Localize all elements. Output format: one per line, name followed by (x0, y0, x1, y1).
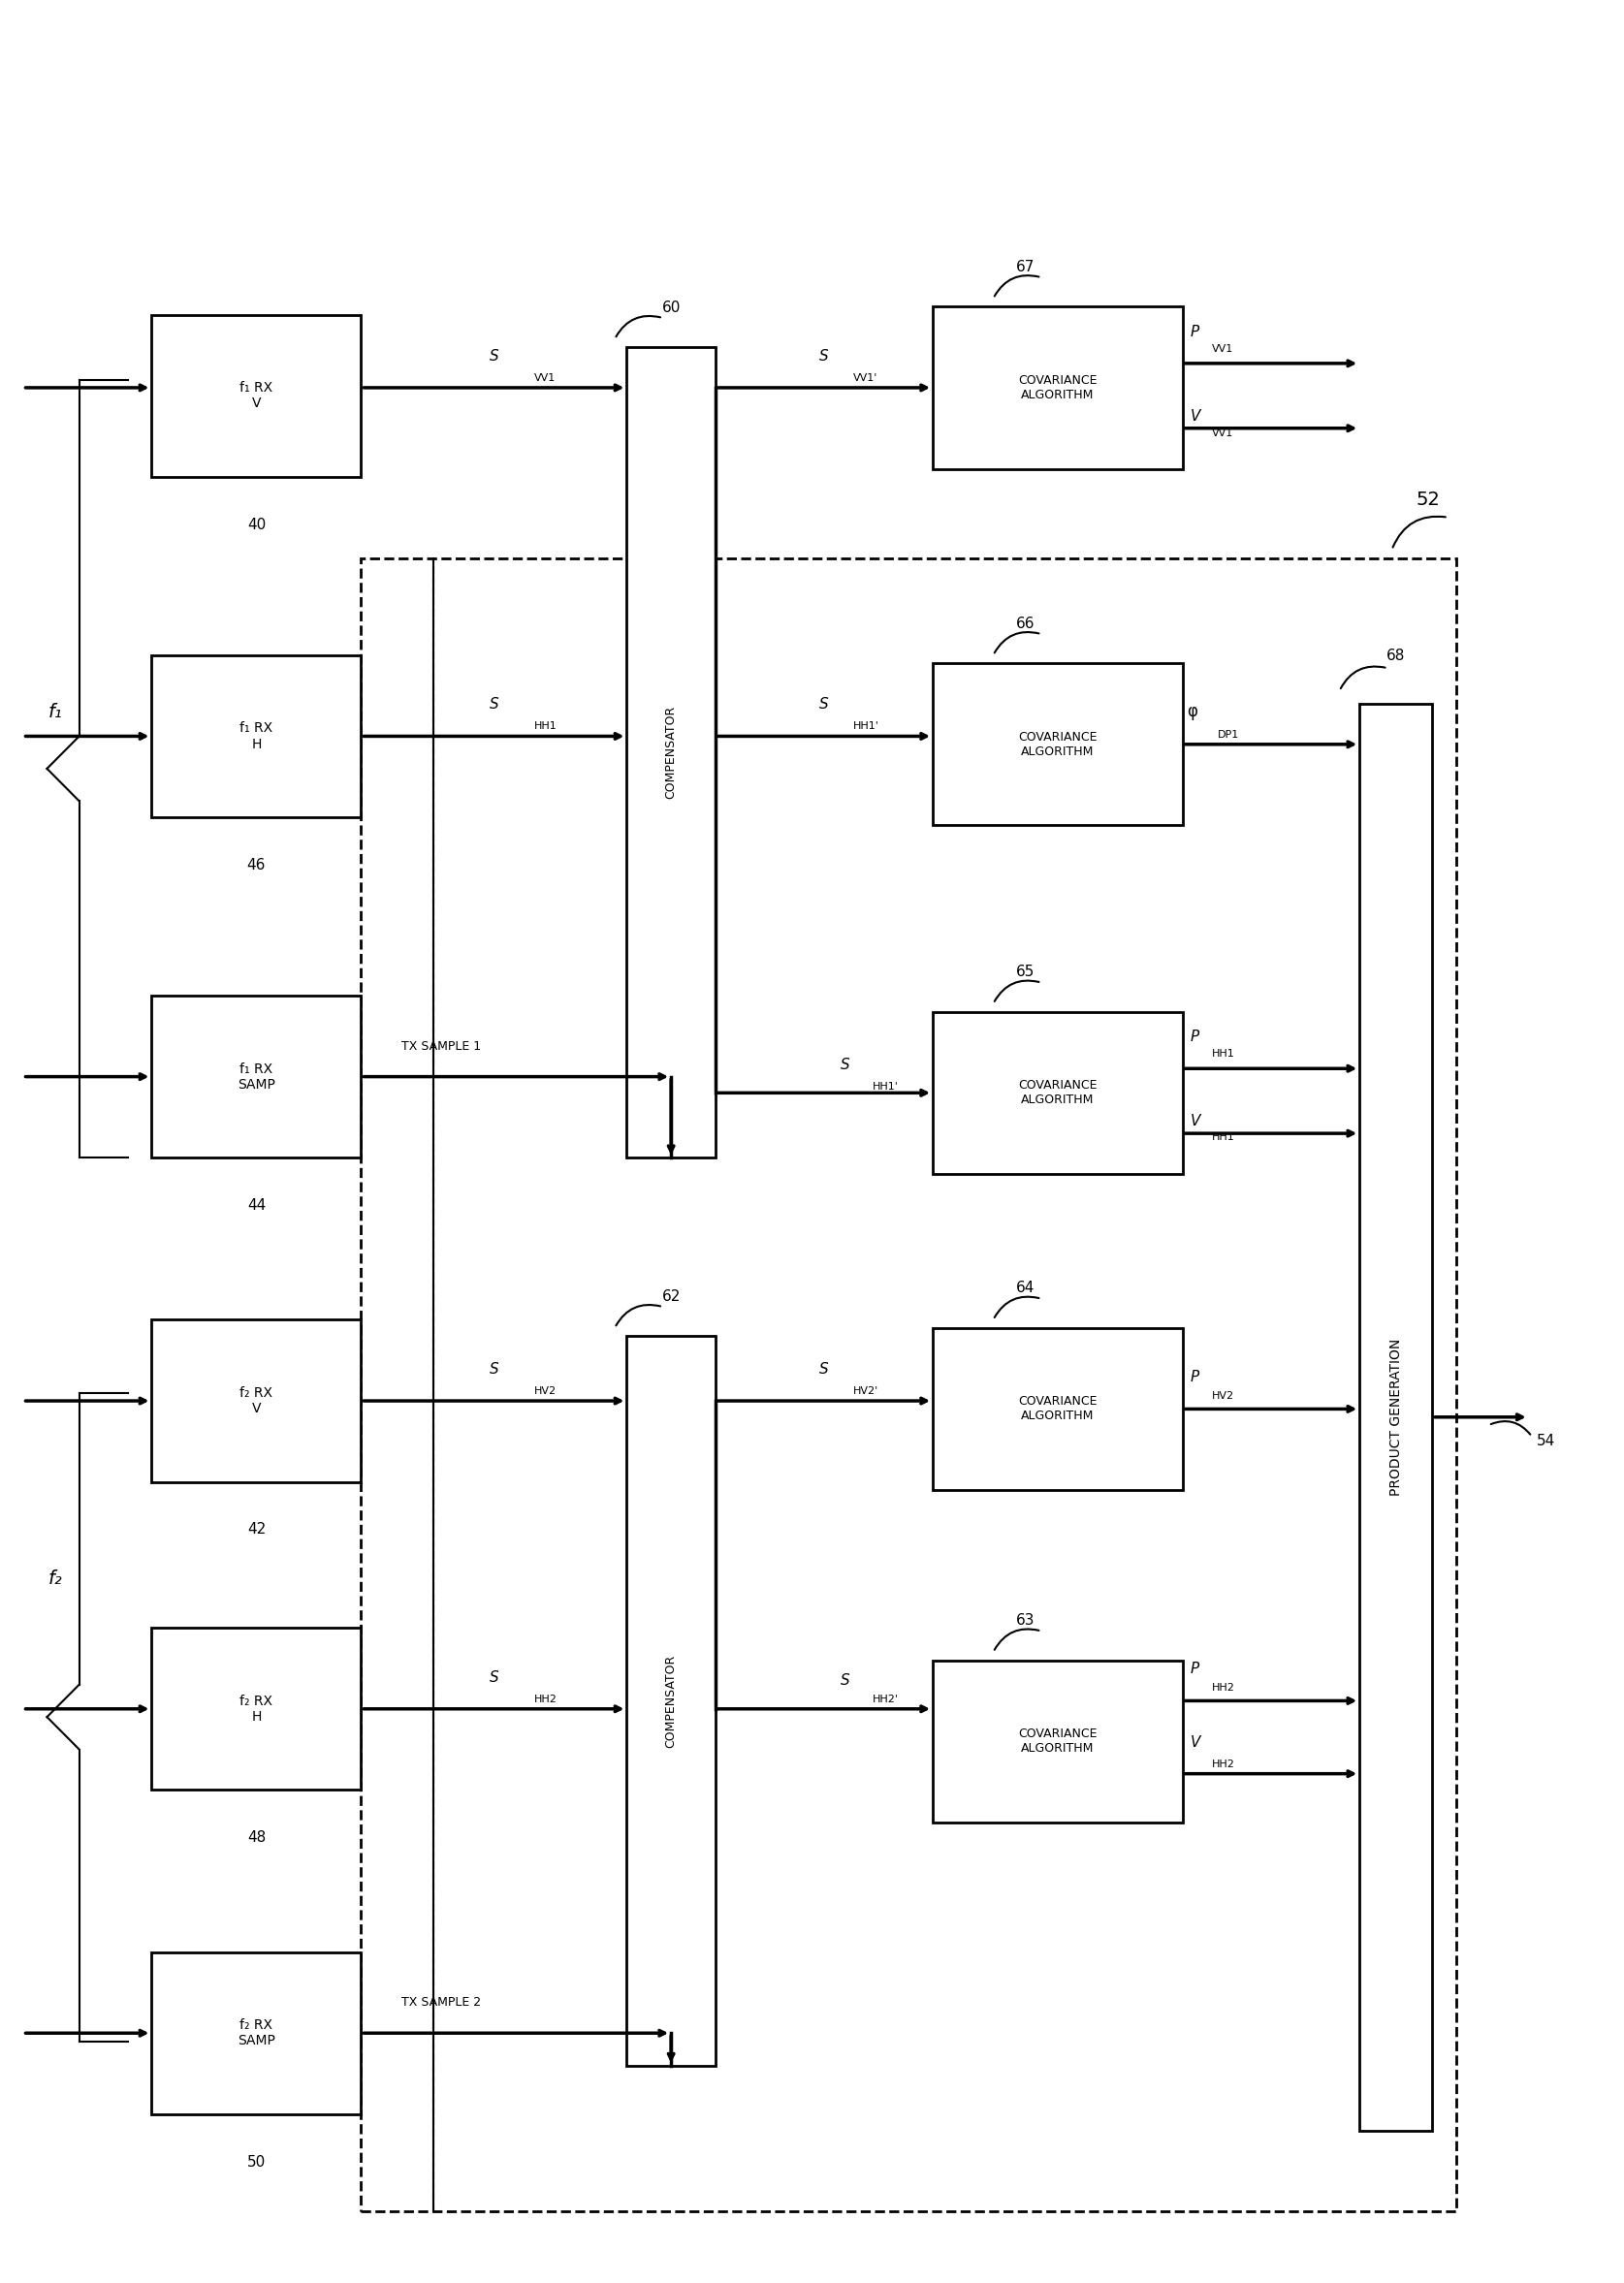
Text: HH2: HH2 (1212, 1683, 1234, 1692)
Text: TX SAMPLE 1: TX SAMPLE 1 (401, 1039, 481, 1052)
Text: COVARIANCE
ALGORITHM: COVARIANCE ALGORITHM (1018, 1728, 1098, 1756)
Text: P: P (1190, 1662, 1200, 1676)
Text: COVARIANCE
ALGORITHM: COVARIANCE ALGORITHM (1018, 731, 1098, 758)
Text: HV2': HV2' (853, 1386, 879, 1395)
Text: HH2': HH2' (872, 1694, 898, 1703)
Text: V: V (1190, 1114, 1200, 1128)
Text: VV1: VV1 (1212, 345, 1233, 354)
Text: COVARIANCE
ALGORITHM: COVARIANCE ALGORITHM (1018, 1395, 1098, 1422)
FancyBboxPatch shape (151, 1628, 361, 1790)
Text: f₁ RX
V: f₁ RX V (240, 381, 273, 411)
Text: 54: 54 (1536, 1434, 1556, 1450)
Text: PRODUCT GENERATION: PRODUCT GENERATION (1389, 1338, 1403, 1495)
Text: 63: 63 (1017, 1614, 1034, 1628)
Text: S: S (489, 696, 499, 712)
Text: S: S (820, 349, 828, 363)
Text: φ: φ (1187, 703, 1199, 719)
FancyBboxPatch shape (1359, 703, 1432, 2130)
Text: 42: 42 (247, 1523, 266, 1536)
Text: S: S (820, 696, 828, 712)
Text: f₁: f₁ (47, 703, 62, 721)
Text: 48: 48 (247, 1831, 266, 1845)
Text: 60: 60 (661, 299, 680, 315)
Text: HH2: HH2 (1212, 1760, 1234, 1769)
Text: 52: 52 (1416, 491, 1440, 509)
Text: f₂ RX
H: f₂ RX H (240, 1694, 273, 1724)
Text: 64: 64 (1017, 1281, 1034, 1294)
Text: HH1: HH1 (534, 721, 557, 731)
Text: P: P (1190, 1370, 1200, 1386)
Text: S: S (820, 1363, 828, 1377)
Text: DP1: DP1 (1218, 731, 1239, 740)
Text: S: S (840, 1057, 849, 1071)
Text: TX SAMPLE 2: TX SAMPLE 2 (401, 1995, 481, 2009)
FancyBboxPatch shape (151, 315, 361, 477)
Text: HH1: HH1 (1212, 1132, 1234, 1142)
FancyBboxPatch shape (932, 1329, 1182, 1491)
FancyBboxPatch shape (932, 306, 1182, 468)
Text: HH1': HH1' (872, 1082, 898, 1091)
Text: 68: 68 (1387, 648, 1405, 664)
Text: COVARIANCE
ALGORITHM: COVARIANCE ALGORITHM (1018, 1080, 1098, 1107)
Text: V: V (1190, 409, 1200, 422)
Text: HH1: HH1 (1212, 1050, 1234, 1059)
FancyBboxPatch shape (932, 1011, 1182, 1173)
Text: HV2: HV2 (1212, 1390, 1234, 1402)
Text: VV1': VV1' (853, 372, 877, 384)
FancyBboxPatch shape (627, 347, 715, 1157)
Text: S: S (489, 1363, 499, 1377)
Text: S: S (489, 1671, 499, 1685)
Text: S: S (489, 349, 499, 363)
Text: VV1: VV1 (534, 372, 555, 384)
Text: COMPENSATOR: COMPENSATOR (664, 1655, 677, 1746)
Text: P: P (1190, 1030, 1200, 1043)
Text: V: V (1190, 1735, 1200, 1749)
FancyBboxPatch shape (932, 1660, 1182, 1822)
Text: S: S (840, 1673, 849, 1687)
FancyBboxPatch shape (151, 995, 361, 1157)
Text: f₂ RX
SAMP: f₂ RX SAMP (237, 2018, 274, 2048)
Text: f₁ RX
SAMP: f₁ RX SAMP (237, 1062, 274, 1091)
FancyBboxPatch shape (932, 664, 1182, 826)
Text: COMPENSATOR: COMPENSATOR (664, 705, 677, 799)
Text: 46: 46 (247, 858, 266, 872)
Text: HH2: HH2 (534, 1694, 557, 1703)
Text: 66: 66 (1017, 616, 1034, 630)
FancyBboxPatch shape (151, 1952, 361, 2114)
Text: f₂ RX
V: f₂ RX V (240, 1386, 273, 1415)
Text: 65: 65 (1017, 966, 1034, 979)
Text: 67: 67 (1017, 260, 1034, 274)
Text: f₂: f₂ (47, 1571, 62, 1589)
Text: 50: 50 (247, 2155, 266, 2169)
Text: HH1': HH1' (853, 721, 879, 731)
Text: 44: 44 (247, 1199, 266, 1212)
Text: 40: 40 (247, 518, 266, 532)
FancyBboxPatch shape (627, 1336, 715, 2066)
FancyBboxPatch shape (151, 1320, 361, 1482)
Text: P: P (1190, 324, 1200, 340)
Text: HV2: HV2 (534, 1386, 557, 1395)
Text: COVARIANCE
ALGORITHM: COVARIANCE ALGORITHM (1018, 374, 1098, 402)
Text: VV1: VV1 (1212, 429, 1233, 438)
Text: 62: 62 (661, 1290, 680, 1304)
FancyBboxPatch shape (151, 655, 361, 817)
Text: f₁ RX
H: f₁ RX H (240, 721, 273, 751)
